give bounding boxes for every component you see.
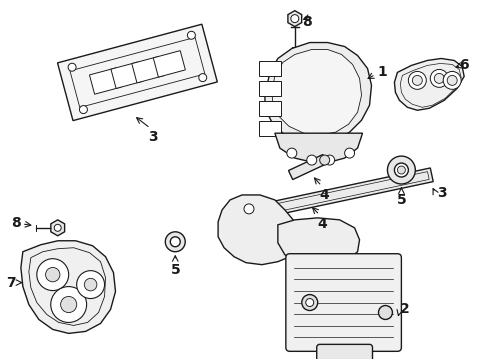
Polygon shape <box>21 241 115 333</box>
Circle shape <box>397 166 405 174</box>
Circle shape <box>198 73 206 82</box>
Polygon shape <box>249 168 432 220</box>
Text: 3: 3 <box>436 186 446 200</box>
Polygon shape <box>259 61 280 76</box>
Circle shape <box>170 237 180 247</box>
Polygon shape <box>288 154 326 180</box>
Circle shape <box>433 73 443 84</box>
Polygon shape <box>259 101 280 116</box>
Polygon shape <box>58 24 217 121</box>
Circle shape <box>286 148 296 158</box>
Circle shape <box>319 155 329 165</box>
Polygon shape <box>271 50 361 135</box>
Polygon shape <box>132 57 163 83</box>
FancyBboxPatch shape <box>316 345 372 360</box>
Circle shape <box>290 15 298 23</box>
Circle shape <box>45 267 60 282</box>
Circle shape <box>447 75 456 85</box>
Text: 4: 4 <box>317 217 327 231</box>
Polygon shape <box>51 220 64 236</box>
Polygon shape <box>277 218 359 267</box>
Text: 3: 3 <box>148 130 158 144</box>
Circle shape <box>394 163 407 177</box>
Circle shape <box>378 306 392 319</box>
Circle shape <box>61 296 77 312</box>
Circle shape <box>165 232 185 252</box>
FancyBboxPatch shape <box>285 254 401 351</box>
Circle shape <box>51 287 86 323</box>
Circle shape <box>305 298 313 306</box>
Circle shape <box>84 278 97 291</box>
Circle shape <box>79 105 87 113</box>
Circle shape <box>344 148 354 158</box>
Circle shape <box>187 31 195 39</box>
Polygon shape <box>153 51 185 77</box>
Polygon shape <box>111 62 143 89</box>
Circle shape <box>77 271 104 298</box>
Text: 7: 7 <box>6 276 16 289</box>
Polygon shape <box>264 42 371 143</box>
Circle shape <box>386 156 414 184</box>
Circle shape <box>442 71 460 89</box>
Text: 4: 4 <box>319 188 329 202</box>
Circle shape <box>301 294 317 310</box>
Polygon shape <box>259 81 280 96</box>
Text: 5: 5 <box>396 193 406 207</box>
Polygon shape <box>259 121 280 136</box>
Circle shape <box>68 63 76 71</box>
Circle shape <box>411 75 422 85</box>
Text: 6: 6 <box>458 58 468 72</box>
Polygon shape <box>254 172 428 216</box>
Circle shape <box>429 69 447 87</box>
Circle shape <box>54 224 61 231</box>
Circle shape <box>324 155 334 165</box>
Polygon shape <box>287 11 301 27</box>
Text: 1: 1 <box>377 66 386 80</box>
Text: 8: 8 <box>301 15 311 29</box>
Circle shape <box>244 204 253 214</box>
Polygon shape <box>243 200 262 213</box>
Polygon shape <box>89 68 122 94</box>
Circle shape <box>407 71 426 89</box>
Text: 8: 8 <box>11 216 21 230</box>
Polygon shape <box>394 58 463 110</box>
Text: 2: 2 <box>399 302 408 316</box>
Text: 5: 5 <box>170 263 180 277</box>
Circle shape <box>306 155 316 165</box>
Polygon shape <box>218 195 299 265</box>
Circle shape <box>37 259 68 291</box>
Polygon shape <box>274 133 362 162</box>
Polygon shape <box>70 37 204 107</box>
